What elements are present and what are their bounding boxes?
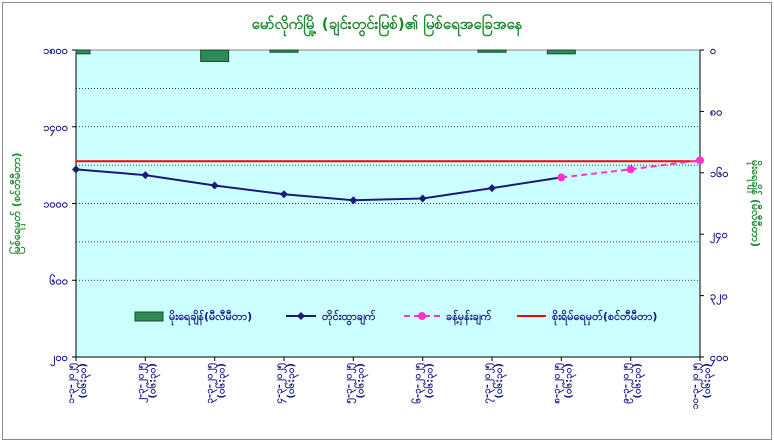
x-tick-label: ၄-၃-၂၀၂၅(၀၆:၃၀)	[274, 363, 300, 404]
x-tick-label: ၉-၃-၂၀၂၅(၀၆:၃၀)	[621, 363, 647, 404]
x-tick-label: ၂-၃-၂၀၂၅(၀၆:၃၀)	[135, 363, 161, 403]
forecast-point	[626, 165, 635, 174]
x-tick-line: (၀၆:၃၀)	[492, 363, 508, 399]
x-tick-line: (၀၆:၃၀)	[700, 363, 716, 399]
x-tick-label: ၃-၃-၂၀၂၅(၀၆:၃၀)	[205, 363, 231, 404]
x-tick-line: ၇-၃-၂၀၂၅	[482, 363, 496, 405]
x-tick-label: ၅-၃-၂၀၂၅(၀၆:၃၀)	[343, 363, 369, 404]
left-tick-label: ၆၀၀	[49, 274, 68, 287]
legend-marker-observed	[297, 312, 305, 320]
left-tick-label: ၁၈၀၀	[43, 44, 68, 57]
rainfall-bar	[75, 49, 91, 55]
x-tick-line: (၀၆:၃၀)	[76, 363, 92, 399]
rainfall-bar	[269, 49, 299, 53]
x-tick-line: ၂-၃-၂၀၂၅	[135, 363, 149, 403]
x-tick-text: ၂-၃-၂၀၂၅(၀၆:၃၀)	[135, 363, 161, 403]
x-tick-line: ၃-၃-၂၀၂၅	[205, 363, 219, 404]
left-tick-label: ၂၀၀	[50, 351, 68, 367]
x-tick-label: ၁၀-၃-၂၀၂၅(၀၆:၃၀)	[690, 363, 716, 409]
rainfall-bar	[477, 49, 507, 53]
left-tick-label: ၁၀၀၀	[43, 198, 68, 211]
legend-label-observed: တိုင်းထွာချက်	[322, 309, 376, 326]
right-tick-label: ၈၀	[710, 105, 722, 118]
legend-label-forecast: ခန့်မှန်းချက်	[446, 309, 492, 326]
x-tick-label: ၁-၃-၂၀၂၅(၀၆:၃၀)	[66, 363, 92, 404]
right-tick-label: ၁၆၀	[710, 167, 729, 180]
observed-line	[75, 168, 562, 202]
y-axis-left-title: မြစ်ရေမှတ် (စင်တီမီတာ)	[8, 152, 26, 254]
legend-swatch-rainfall	[134, 311, 164, 322]
x-tick-text: ၄-၃-၂၀၂၅(၀၆:၃၀)	[274, 363, 300, 404]
observed-point	[488, 184, 496, 193]
rainfall-bar	[546, 49, 576, 55]
observed-point	[418, 194, 427, 203]
x-tick-line: ၉-၃-၂၀၂၅	[621, 363, 635, 404]
x-tick-line: (၀၆:၃၀)	[353, 363, 369, 399]
x-tick-label: ၇-၃-၂၀၂၅(၀၆:၃၀)	[482, 363, 508, 405]
x-tick-label: ၈-၃-၂၀၂၅(၀၆:၃၀)	[551, 363, 577, 404]
observed-point	[210, 181, 219, 190]
right-tick-label: ၂၄၀	[710, 228, 728, 244]
y-axis-right-title: မိုးရေချိန် (မီလီမီတာ)	[746, 160, 763, 247]
x-tick-line: (၀၆:၃၀)	[215, 363, 231, 399]
forecast-point	[696, 156, 704, 165]
x-tick-text: ၆-၃-၂၀၂၅(၀၆:၃၀)	[411, 363, 439, 404]
x-tick-line: ၁၀-၃-၂၀၂၅	[690, 363, 704, 409]
observed-point	[141, 171, 150, 180]
legend-marker-forecast	[418, 312, 426, 320]
x-tick-text: ၁-၃-၂၀၂၅(၀၆:၃၀)	[66, 363, 92, 404]
x-tick-line: ၄-၃-၂၀၂၅	[274, 363, 288, 404]
forecast-line	[561, 159, 701, 179]
x-tick-text: ၁၀-၃-၂၀၂၅(၀၆:၃၀)	[690, 363, 716, 409]
left-tick-label: ၁၄၀၀	[43, 121, 68, 137]
x-tick-label: ၆-၃-၂၀၂၅(၀၆:၃၀)	[411, 363, 439, 404]
rainfall-bar	[200, 49, 230, 63]
right-tick-label: ၃၂၀	[710, 290, 728, 306]
x-tick-text: ၈-၃-၂၀၂၅(၀၆:၃၀)	[551, 363, 577, 404]
legend-label-warning: စိုးရိမ်ရေမှတ်(စင်တီမီတာ)	[552, 309, 657, 326]
legend-label-rainfall: မိုးရေချိန်(မီလီမီတာ)	[169, 309, 252, 326]
x-tick-line: (၀၆:၃၀)	[631, 363, 647, 399]
observed-point	[349, 196, 358, 205]
x-tick-line: (၀၆:၃၀)	[423, 363, 439, 399]
x-tick-text: ၉-၃-၂၀၂၅(၀၆:၃၀)	[621, 363, 647, 404]
x-tick-text: ၅-၃-၂၀၂၅(၀၆:၃၀)	[343, 363, 369, 404]
x-tick-line: ၁-၃-၂၀၂၅	[66, 363, 80, 404]
forecast-point	[557, 173, 566, 182]
x-tick-line: (၀၆:၃၀)	[284, 363, 300, 399]
x-tick-line: ၆-၃-၂၀၂၅	[411, 363, 427, 404]
right-tick-label: ၄၀၀	[710, 351, 729, 367]
x-tick-text: ၇-၃-၂၀၂၅(၀၆:၃၀)	[482, 363, 508, 405]
x-tick-text: ၃-၃-၂၀၂၅(၀၆:၃၀)	[205, 363, 231, 404]
observed-point	[72, 165, 80, 174]
x-tick-line: (၀၆:၃၀)	[561, 363, 577, 399]
x-tick-line: ၈-၃-၂၀၂၅	[551, 363, 565, 404]
x-tick-line: ၅-၃-၂၀၂၅	[343, 363, 357, 404]
x-tick-line: (၀၆:၃၀)	[145, 363, 161, 399]
chart-title: မော်လိုက်မြို့ (ချင်းတွင်းမြစ်)၏ မြစ်ရေအ…	[252, 13, 523, 37]
observed-point	[280, 190, 288, 199]
right-tick-label: ၀	[710, 44, 716, 57]
